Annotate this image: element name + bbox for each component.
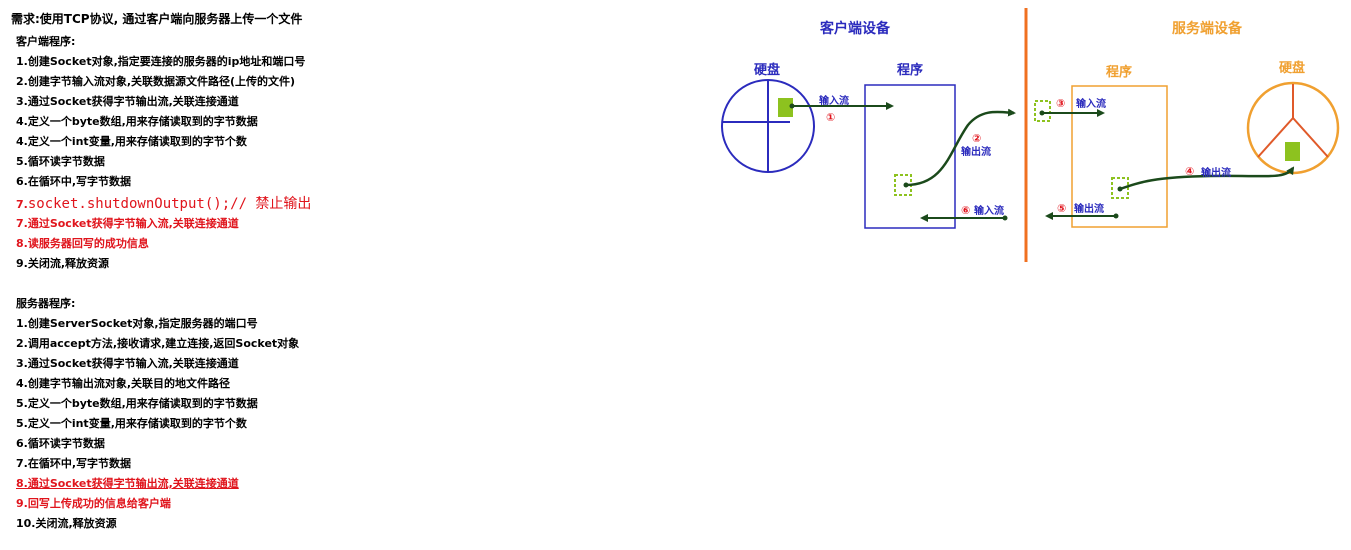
- flow6-label: 输入流: [974, 204, 1004, 217]
- flow2-num: ②: [972, 132, 981, 145]
- server-step: 10.关闭流,释放资源: [16, 517, 117, 530]
- server-program-label: 程序: [1106, 64, 1132, 80]
- client-device-title: 客户端设备: [819, 20, 891, 37]
- server-input-buffer: [1034, 100, 1051, 122]
- flow3-label: 输入流: [1076, 97, 1106, 110]
- flow3-start-dot: [1039, 110, 1045, 116]
- client-disk-label: 硬盘: [754, 62, 780, 78]
- client-step: 3.通过Socket获得字节输出流,关联连接通道: [16, 95, 239, 108]
- flow2-label: 输出流: [961, 145, 991, 158]
- client-code-step: 7.socket.shutdownOutput();// 禁止输出: [16, 195, 311, 214]
- server-step-red: 8.通过Socket获得字节输出流,关联连接通道: [16, 477, 239, 490]
- client-step-red: 7.通过Socket获得字节输入流,关联连接通道: [16, 217, 239, 230]
- client-disk-icon: [721, 79, 815, 173]
- server-device-title: 服务端设备: [1172, 20, 1243, 37]
- client-step: 5.循环读字节数据: [16, 155, 105, 168]
- server-heading: 服务器程序:: [16, 297, 76, 310]
- client-program-label: 程序: [897, 62, 923, 78]
- flow1-start-dot: [789, 103, 795, 109]
- client-step: 2.创建字节输入流对象,关联数据源文件路径(上传的文件): [16, 75, 296, 88]
- flow5-start-dot: [1113, 213, 1119, 219]
- flow4-arrow: [1119, 166, 1295, 191]
- flow4-num: ④: [1185, 165, 1194, 178]
- client-code: socket.shutdownOutput();: [27, 196, 231, 212]
- flow2-arrow: [905, 108, 1016, 187]
- server-step: 7.在循环中,写字节数据: [16, 457, 132, 470]
- server-step: 2.调用accept方法,接收请求,建立连接,返回Socket对象: [16, 337, 300, 350]
- flow1-label: 输入流: [819, 94, 849, 107]
- client-code-comment: // 禁止输出: [230, 196, 312, 212]
- flow5-num: ⑤: [1057, 202, 1066, 215]
- client-step: 4.定义一个int变量,用来存储读取到的字节个数: [16, 135, 247, 148]
- flow4-label: 输出流: [1201, 166, 1231, 179]
- flow6-start-dot: [1002, 215, 1008, 221]
- client-step-red: 8.读服务器回写的成功信息: [16, 237, 149, 250]
- server-disk-icon: [1246, 81, 1340, 175]
- client-code-num: 7.: [16, 198, 28, 211]
- flow4-start-dot: [1117, 186, 1123, 192]
- flow1-num: ①: [826, 111, 835, 124]
- client-program-box: [864, 84, 956, 229]
- server-program-box: [1071, 85, 1168, 228]
- server-step: 4.创建字节输出流对象,关联目的地文件路径: [16, 377, 231, 390]
- server-step: 3.通过Socket获得字节输入流,关联连接通道: [16, 357, 239, 370]
- flow5-label: 输出流: [1074, 202, 1104, 215]
- server-step-red: 9.回写上传成功的信息给客户端: [16, 497, 171, 510]
- flow6-num: ⑥: [961, 204, 970, 217]
- server-step: 5.定义一个int变量,用来存储读取到的字节个数: [16, 417, 247, 430]
- client-step: 4.定义一个byte数组,用来存储读取到的字节数据: [16, 115, 258, 128]
- server-output-buffer: [1111, 177, 1129, 199]
- client-step: 9.关闭流,释放资源: [16, 257, 110, 270]
- tcp-upload-diagram: 客户端设备 服务端设备 硬盘 程序 程序 硬盘 输入流 ① ② 输出流 ③ 输入…: [721, 8, 1340, 262]
- server-step: 6.循环读字节数据: [16, 437, 105, 450]
- text-panel: 需求:使用TCP协议, 通过客户端向服务器上传一个文件 客户端程序: 1.创建S…: [11, 12, 311, 530]
- flow2-start-dot: [903, 182, 909, 188]
- client-step: 6.在循环中,写字节数据: [16, 175, 132, 188]
- server-step: 1.创建ServerSocket对象,指定服务器的端口号: [16, 317, 258, 330]
- flow3-num: ③: [1056, 97, 1065, 110]
- client-heading: 客户端程序:: [16, 35, 76, 48]
- server-disk-label: 硬盘: [1279, 60, 1305, 76]
- server-step: 5.定义一个byte数组,用来存储读取到的字节数据: [16, 397, 258, 410]
- page-title: 需求:使用TCP协议, 通过客户端向服务器上传一个文件: [11, 12, 303, 26]
- client-step: 1.创建Socket对象,指定要连接的服务器的ip地址和端口号: [16, 55, 306, 68]
